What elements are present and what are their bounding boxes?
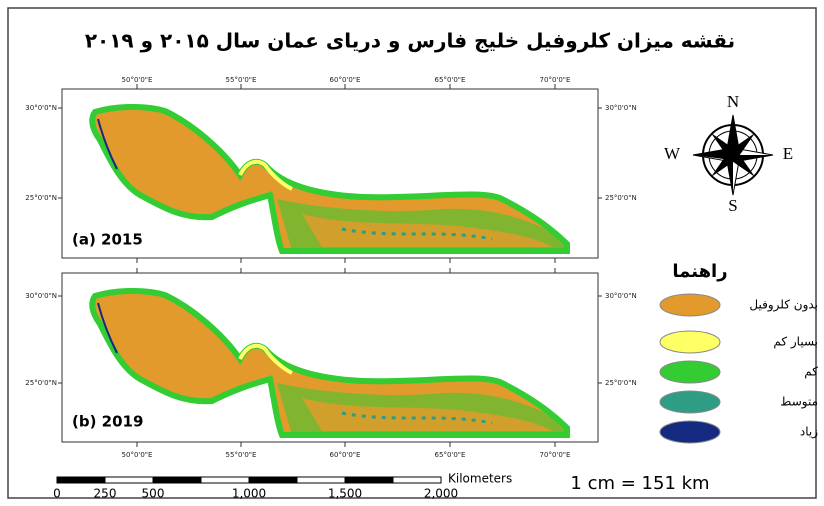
legend-swatch bbox=[660, 391, 720, 413]
scale-segment bbox=[153, 477, 201, 483]
latitude-label: 25°0'0"N bbox=[605, 194, 637, 202]
latitude-label: 30°0'0"N bbox=[605, 292, 637, 300]
longitude-label: 65°0'0"E bbox=[435, 76, 466, 84]
latitude-label: 25°0'0"N bbox=[25, 379, 57, 387]
scale-segment bbox=[297, 477, 345, 483]
panel-label: (b) 2019 bbox=[72, 413, 143, 431]
legend-label: بسیار کم bbox=[773, 335, 818, 350]
legend-swatch bbox=[660, 421, 720, 443]
longitude-label: 70°0'0"E bbox=[540, 451, 571, 459]
legend-label: متوسط bbox=[780, 395, 818, 410]
legend-swatch bbox=[660, 361, 720, 383]
longitude-label: 55°0'0"E bbox=[226, 76, 257, 84]
scale-label: 0 bbox=[53, 487, 61, 501]
scale-segment bbox=[345, 477, 393, 483]
longitude-label: 50°0'0"E bbox=[122, 76, 153, 84]
scale-bar: 0 250 500 1,000 1,500 2,000 bbox=[53, 477, 458, 501]
scale-segment bbox=[105, 477, 153, 483]
compass-south: S bbox=[728, 196, 737, 215]
legend-label: کم bbox=[804, 365, 818, 379]
longitude-label: 60°0'0"E bbox=[330, 451, 361, 459]
compass-north: N bbox=[727, 92, 739, 111]
map-title: نقشه میزان کلروفیل خلیج فارس و دریای عما… bbox=[85, 29, 735, 53]
latitude-label: 25°0'0"N bbox=[25, 194, 57, 202]
latitude-label: 30°0'0"N bbox=[605, 104, 637, 112]
compass-west: W bbox=[664, 144, 681, 163]
latitude-label: 30°0'0"N bbox=[25, 104, 57, 112]
legend-swatch bbox=[660, 294, 720, 316]
legend-title: راهنما bbox=[672, 261, 727, 282]
scale-segment bbox=[201, 477, 249, 483]
longitude-label: 55°0'0"E bbox=[226, 451, 257, 459]
scale-unit: Kilometers bbox=[448, 472, 512, 486]
legend-label: زیاد bbox=[800, 425, 818, 440]
compass: N W E S bbox=[664, 92, 793, 215]
scale-segment bbox=[249, 477, 297, 483]
scale-label: 2,000 bbox=[424, 487, 458, 501]
scale-label: 1,500 bbox=[328, 487, 362, 501]
legend: بدون کلروفیل بسیار کم کم متوسط زیاد bbox=[660, 294, 818, 443]
compass-east: E bbox=[783, 144, 793, 163]
longitude-label: 70°0'0"E bbox=[540, 76, 571, 84]
scale-segment bbox=[57, 477, 105, 483]
latitude-label: 30°0'0"N bbox=[25, 292, 57, 300]
panel-label: (a) 2015 bbox=[72, 231, 143, 249]
longitude-label: 50°0'0"E bbox=[122, 451, 153, 459]
legend-label: بدون کلروفیل bbox=[749, 298, 818, 313]
scale-label: 250 bbox=[94, 487, 117, 501]
map-layout: نقشه میزان کلروفیل خلیج فارس و دریای عما… bbox=[0, 0, 824, 506]
scale-label: 500 bbox=[142, 487, 165, 501]
latitude-label: 25°0'0"N bbox=[605, 379, 637, 387]
scale-segment bbox=[393, 477, 441, 483]
longitude-label: 60°0'0"E bbox=[330, 76, 361, 84]
longitude-label: 65°0'0"E bbox=[435, 451, 466, 459]
legend-swatch bbox=[660, 331, 720, 353]
scale-label: 1,000 bbox=[232, 487, 266, 501]
scale-ratio: 1 cm = 151 km bbox=[570, 473, 709, 494]
